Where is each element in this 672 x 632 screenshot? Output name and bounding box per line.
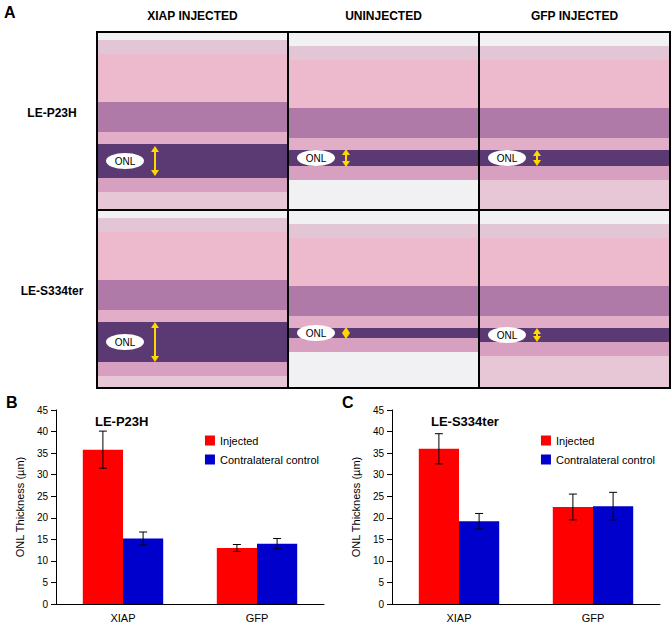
svg-text:Contralateral control: Contralateral control	[220, 454, 319, 466]
svg-text:5: 5	[378, 577, 384, 588]
svg-text:LE-P23H: LE-P23H	[27, 106, 76, 120]
svg-text:C: C	[342, 394, 354, 411]
svg-text:45: 45	[373, 405, 385, 416]
svg-text:0: 0	[378, 599, 384, 610]
svg-text:ONL: ONL	[306, 153, 327, 164]
svg-text:LE-P23H: LE-P23H	[95, 414, 148, 429]
svg-text:20: 20	[37, 512, 49, 523]
svg-text:LE-S334ter: LE-S334ter	[21, 284, 84, 298]
svg-text:B: B	[6, 394, 18, 411]
svg-text:Injected: Injected	[220, 435, 259, 447]
svg-text:ONL Thickness (µm): ONL Thickness (µm)	[14, 457, 26, 557]
svg-text:5: 5	[42, 577, 48, 588]
svg-text:30: 30	[373, 469, 385, 480]
svg-text:35: 35	[37, 448, 49, 459]
svg-text:10: 10	[37, 555, 49, 566]
svg-text:ONL: ONL	[115, 156, 136, 167]
svg-text:GFP INJECTED: GFP INJECTED	[531, 9, 618, 23]
svg-text:Injected: Injected	[556, 435, 595, 447]
svg-text:ONL: ONL	[306, 328, 327, 339]
svg-text:UNINJECTED: UNINJECTED	[345, 9, 422, 23]
svg-text:GFP: GFP	[246, 612, 269, 624]
svg-text:40: 40	[37, 426, 49, 437]
svg-text:25: 25	[373, 491, 385, 502]
svg-text:45: 45	[37, 405, 49, 416]
svg-text:LE-S334ter: LE-S334ter	[431, 414, 499, 429]
svg-text:40: 40	[373, 426, 385, 437]
svg-text:0: 0	[42, 599, 48, 610]
svg-text:ONL: ONL	[497, 330, 518, 341]
svg-text:15: 15	[373, 534, 385, 545]
svg-text:ONL: ONL	[115, 337, 136, 348]
svg-text:30: 30	[37, 469, 49, 480]
svg-text:XIAP: XIAP	[110, 612, 135, 624]
svg-text:15: 15	[37, 534, 49, 545]
svg-text:ONL Thickness (µm): ONL Thickness (µm)	[350, 457, 362, 557]
svg-text:GFP: GFP	[582, 612, 605, 624]
svg-text:Contralateral control: Contralateral control	[556, 454, 655, 466]
svg-text:XIAP INJECTED: XIAP INJECTED	[147, 9, 238, 23]
svg-text:25: 25	[37, 491, 49, 502]
svg-text:35: 35	[373, 448, 385, 459]
svg-text:ONL: ONL	[497, 153, 518, 164]
svg-text:XIAP: XIAP	[446, 612, 471, 624]
svg-text:10: 10	[373, 555, 385, 566]
svg-text:A: A	[4, 4, 16, 21]
svg-text:20: 20	[373, 512, 385, 523]
